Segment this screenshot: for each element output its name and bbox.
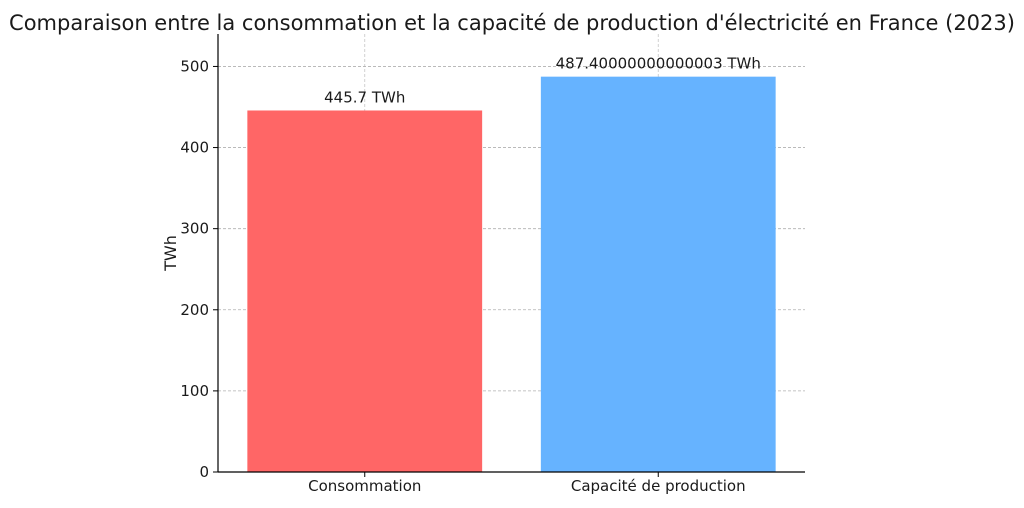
axes: 0 100 200 300 400 500 Consommation Capacité de …	[180, 34, 805, 495]
y-tick-label: 500	[180, 57, 209, 75]
data-labels: 445.7 TWh 487.40000000000003 TWh	[324, 55, 761, 107]
chart-title: Comparaison entre la consommation et la …	[9, 11, 1015, 35]
bar-0	[247, 110, 483, 472]
y-tick-label: 300	[180, 220, 209, 238]
bars	[247, 76, 776, 473]
x-tick-label: Consommation	[308, 477, 421, 495]
y-axis-label: TWh	[161, 235, 180, 272]
y-tick-label: 400	[180, 139, 209, 157]
y-tick-label: 0	[199, 463, 209, 481]
y-tick-label: 100	[180, 382, 209, 400]
data-label: 445.7 TWh	[324, 88, 405, 106]
data-label: 487.40000000000003 TWh	[556, 55, 761, 73]
bar-1	[540, 76, 776, 473]
y-tick-label: 200	[180, 301, 209, 319]
x-tick-label: Capacité de production	[571, 477, 746, 495]
